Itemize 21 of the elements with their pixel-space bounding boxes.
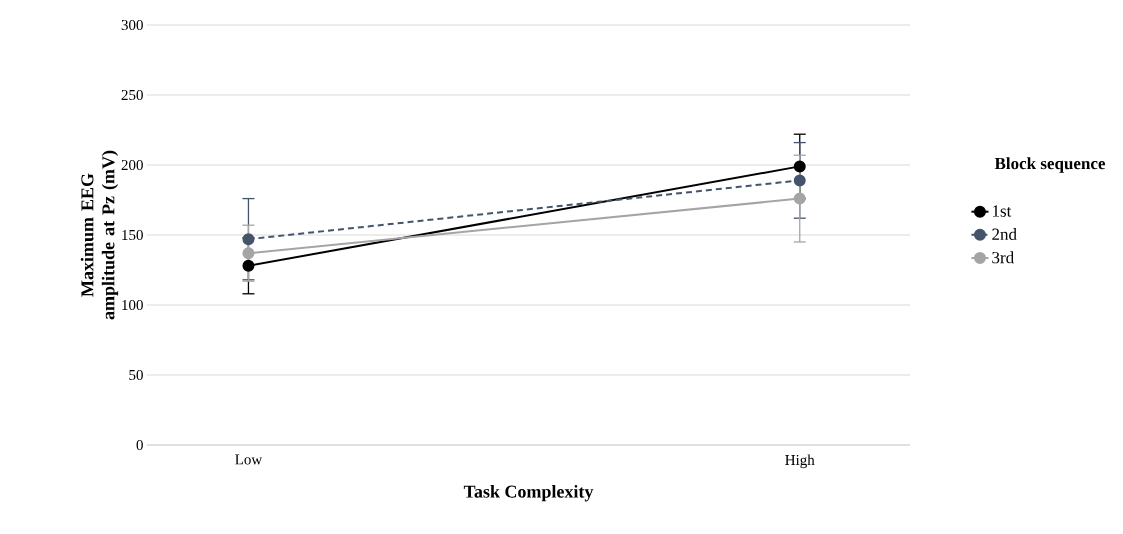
x-tick-label: Low <box>235 454 263 465</box>
legend-title: Block sequence <box>994 157 1106 173</box>
y-tick-label: 250 <box>121 89 143 101</box>
y-tick-label: 50 <box>129 369 143 381</box>
y-tick-label: 150 <box>122 229 143 241</box>
y-tick-label: 100 <box>122 299 143 311</box>
legend-label: 2nd <box>992 228 1017 241</box>
legend-label: 1st <box>992 205 1012 217</box>
x-axis-title: Task Complexity <box>463 485 594 502</box>
y-tick-label: 0 <box>136 439 143 451</box>
x-tick-label: High <box>785 454 815 469</box>
point <box>793 192 806 205</box>
legend-label: 3rd <box>992 251 1014 264</box>
point <box>242 247 255 260</box>
point <box>793 160 806 173</box>
point <box>242 259 255 272</box>
point <box>793 174 806 187</box>
y-axis-title: Maximum EEG amplitude at Pz (mV) <box>80 150 119 320</box>
y-tick-label: 200 <box>121 159 143 171</box>
point <box>242 233 255 246</box>
y-tick-label: 300 <box>121 19 143 31</box>
